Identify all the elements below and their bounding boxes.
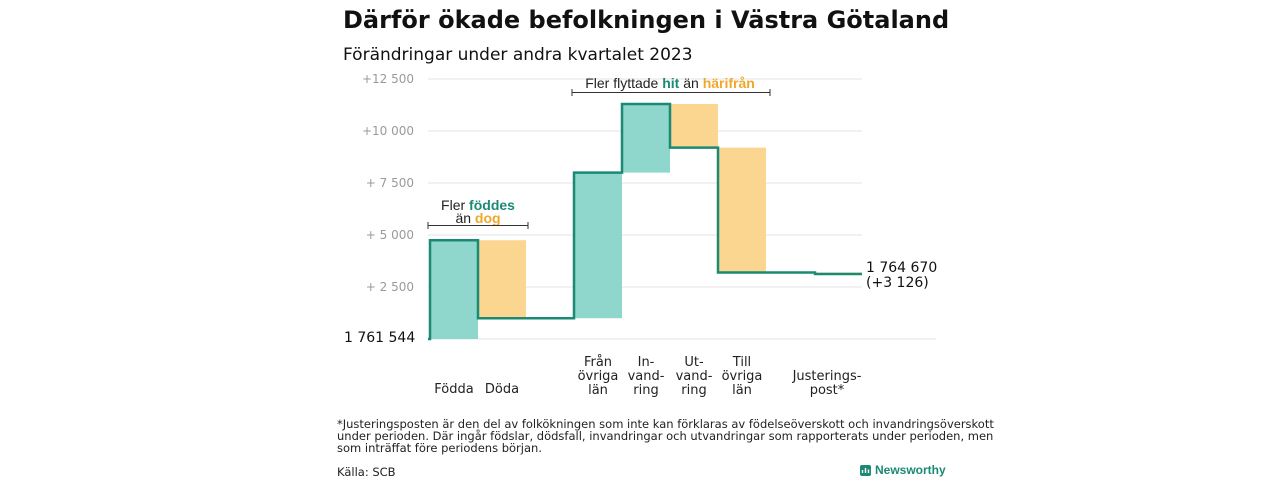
y-tick-label: +12 500 — [362, 72, 414, 86]
source-label: Källa: SCB — [337, 465, 396, 479]
y-tick-label: +10 000 — [362, 124, 414, 138]
footnote-line-1: *Justeringsposten är den del av folkökni… — [337, 417, 994, 431]
annotation-moves-bracket — [571, 89, 771, 96]
category-label: Födda — [434, 382, 473, 397]
category-label: In-vand-ring — [628, 355, 665, 398]
bar — [670, 103, 718, 148]
category-label: Ut-vand-ring — [676, 355, 713, 398]
bar — [718, 147, 766, 273]
footnote: *Justeringsposten är den del av folkökni… — [337, 417, 994, 455]
baseline-label: 1 761 544 — [344, 330, 415, 346]
annotation-births-line2: än dog — [455, 210, 500, 226]
category-label: Från övriga län — [578, 355, 619, 398]
bar — [430, 240, 478, 339]
annotation-births: Fler föddes än dog — [427, 197, 529, 229]
brand-logo: Newsworthy — [860, 463, 946, 477]
annotation-moves-text: Fler flyttade hit än härifrån — [585, 75, 755, 91]
bar — [622, 103, 670, 173]
y-tick-label: + 2 500 — [366, 280, 414, 294]
footnote-line-3: som inträffat före periodens början. — [337, 441, 542, 455]
y-tick-label: + 5 000 — [366, 228, 414, 242]
bar — [478, 240, 526, 319]
footnote-line-2: under perioden. Där ingår födslar, dödsf… — [337, 429, 993, 443]
cumulative-step-line — [428, 102, 862, 341]
newsworthy-brand-text: Newsworthy — [875, 463, 946, 477]
bars — [430, 103, 862, 339]
category-label: Döda — [485, 382, 519, 397]
annotation-births-line1: Fler föddes — [441, 197, 515, 213]
annotation-births-bracket — [427, 222, 529, 229]
chart-subtitle: Förändringar under andra kvartalet 2023 — [343, 45, 693, 65]
chart-title: Därför ökade befolkningen i Västra Götal… — [343, 6, 949, 34]
y-tick-label: + 7 500 — [366, 176, 414, 190]
y-axis-ticks: + 2 500 + 5 000 + 7 500 +10 000 +12 500 — [362, 72, 414, 294]
bar — [574, 172, 622, 319]
annotation-moves: Fler flyttade hit än härifrån — [571, 75, 771, 96]
category-label: Justerings-post* — [792, 369, 862, 398]
end-change-label: (+3 126) — [866, 275, 929, 291]
newsworthy-logo-bars — [861, 468, 870, 473]
end-value-label: 1 764 670 — [866, 260, 937, 276]
category-label: Till övriga län — [722, 355, 763, 398]
